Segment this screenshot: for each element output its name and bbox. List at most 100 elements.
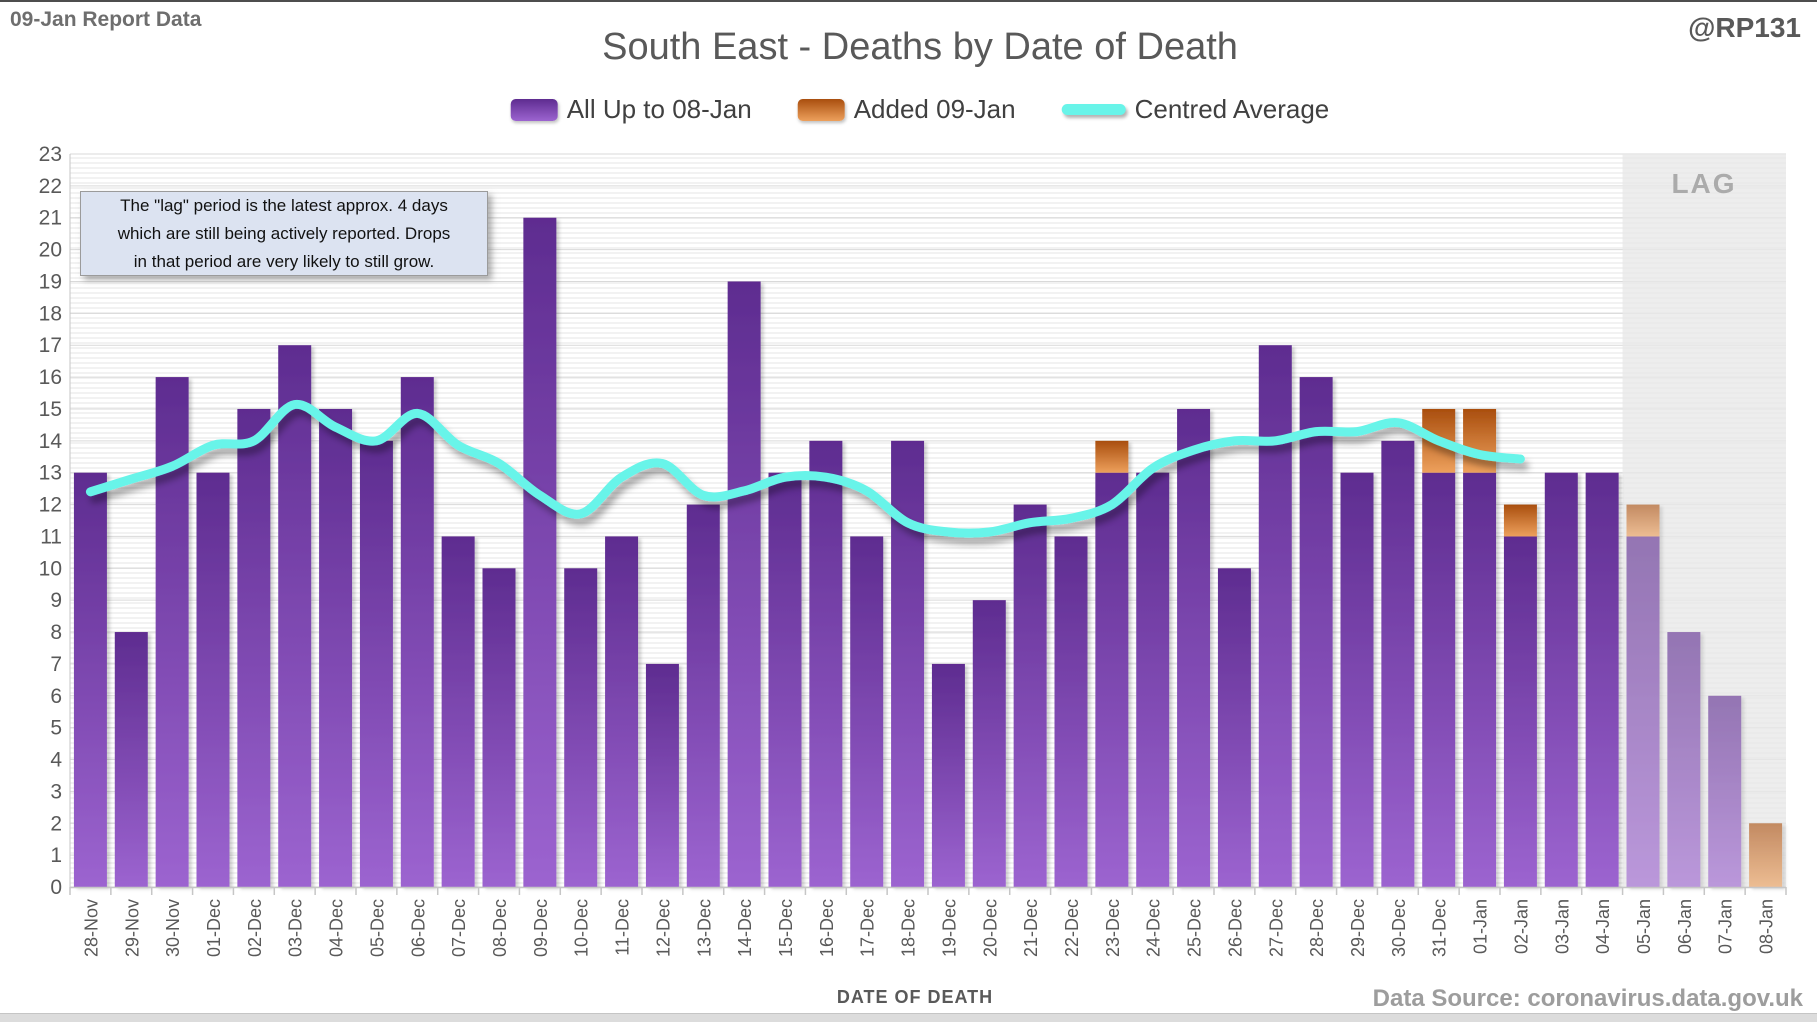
bar-30-Dec (1381, 440, 1415, 887)
bars-layer (73, 217, 1783, 887)
bar-added-02-Jan (1503, 504, 1537, 537)
centred-average-line (85, 399, 1525, 538)
bar-23-Dec (1095, 472, 1129, 887)
cyan-line-swatch-icon (1061, 104, 1126, 115)
y-tick-label-7: 7 (50, 653, 62, 676)
y-tick-label-1: 1 (50, 844, 62, 867)
legend-label: Added 09-Jan (853, 94, 1016, 124)
report-date-label: 09-Jan Report Data (10, 8, 202, 31)
x-tick-label-24-Dec: 24-Dec (1144, 899, 1164, 957)
x-tick-label-03-Dec: 03-Dec (286, 899, 306, 957)
bar-added-23-Dec (1095, 440, 1129, 473)
x-tick-label-12-Dec: 12-Dec (653, 899, 673, 957)
x-tick-label-05-Dec: 05-Dec (367, 899, 387, 957)
legend: All Up to 08-Jan Added 09-Jan Centred Av… (510, 94, 1330, 125)
x-tick-label-25-Dec: 25-Dec (1185, 899, 1205, 957)
purple-bar-swatch-icon (510, 98, 558, 121)
x-tick-label-29-Dec: 29-Dec (1348, 899, 1368, 957)
bar-28-Nov (73, 472, 107, 887)
lag-annotation-box: The "lag" period is the latest approx. 4… (80, 191, 488, 276)
y-tick-label-10: 10 (39, 557, 62, 580)
bar-03-Jan (1544, 472, 1578, 887)
x-tick-label-14-Dec: 14-Dec (735, 899, 755, 957)
legend-item-added: Added 09-Jan (797, 94, 1016, 125)
bar-14-Dec (727, 281, 761, 887)
bar-08-Dec (482, 568, 516, 887)
x-tick-label-27-Dec: 27-Dec (1266, 899, 1286, 957)
annotation-line: which are still being actively reported.… (117, 223, 451, 243)
annotation-line: The "lag" period is the latest approx. 4… (120, 195, 448, 215)
bar-27-Dec (1258, 345, 1292, 887)
x-tick-label-06-Dec: 06-Dec (408, 899, 428, 957)
bar-added-05-Jan (1626, 504, 1660, 537)
bar-29-Dec (1340, 472, 1374, 887)
legend-label: Centred Average (1134, 94, 1330, 124)
x-tick-label-17-Dec: 17-Dec (858, 899, 878, 957)
bar-10-Dec (564, 568, 598, 887)
y-tick-label-3: 3 (50, 780, 62, 803)
bar-25-Dec (1177, 408, 1211, 887)
x-tick-label-18-Dec: 18-Dec (899, 899, 919, 957)
bar-07-Jan (1708, 695, 1742, 887)
bar-15-Dec (768, 472, 802, 887)
chart-title: South East - Deaths by Date of Death (602, 26, 1238, 68)
y-tick-label-21: 21 (39, 207, 62, 230)
x-tick-label-31-Dec: 31-Dec (1430, 899, 1450, 957)
x-tick-label-21-Dec: 21-Dec (1021, 899, 1041, 957)
x-tick-label-01-Jan: 01-Jan (1471, 899, 1491, 954)
x-tick-label-05-Jan: 05-Jan (1634, 899, 1654, 954)
bar-29-Nov (114, 632, 148, 887)
y-tick-label-14: 14 (39, 430, 63, 453)
bar-01-Dec (196, 472, 230, 887)
bar-05-Jan (1626, 536, 1660, 887)
y-tick-label-16: 16 (39, 366, 62, 389)
bar-13-Dec (686, 504, 720, 887)
bar-added-01-Jan (1463, 408, 1497, 473)
bar-05-Dec (359, 440, 393, 887)
bar-26-Dec (1217, 568, 1251, 887)
x-tick-label-02-Dec: 02-Dec (245, 899, 265, 957)
bar-30-Nov (155, 377, 189, 887)
orange-bar-swatch-icon (797, 98, 845, 121)
y-tick-label-22: 22 (39, 175, 62, 198)
x-tick-label-06-Jan: 06-Jan (1675, 899, 1695, 954)
x-tick-label-04-Jan: 04-Jan (1593, 899, 1613, 954)
x-tick-label-28-Dec: 28-Dec (1307, 899, 1327, 957)
y-tick-label-17: 17 (39, 334, 62, 357)
annotation-line: in that period are very likely to still … (133, 251, 435, 271)
lag-region-label: LAG (1671, 168, 1737, 199)
y-tick-label-11: 11 (40, 525, 62, 548)
x-tick-label-30-Dec: 30-Dec (1389, 899, 1409, 957)
x-tick-label-19-Dec: 19-Dec (939, 899, 959, 957)
bar-28-Dec (1299, 377, 1333, 887)
bar-02-Jan (1503, 536, 1537, 887)
x-tick-label-08-Dec: 08-Dec (490, 899, 510, 957)
x-tick-label-08-Jan: 08-Jan (1757, 899, 1777, 954)
x-tick-label-07-Jan: 07-Jan (1716, 899, 1736, 954)
y-tick-label-8: 8 (50, 621, 62, 644)
x-tick-label-16-Dec: 16-Dec (817, 899, 837, 957)
bar-19-Dec (931, 663, 965, 887)
bar-16-Dec (809, 440, 843, 887)
y-tick-label-19: 19 (39, 270, 62, 293)
x-tick-label-01-Dec: 01-Dec (204, 899, 224, 957)
x-tick-label-26-Dec: 26-Dec (1225, 899, 1245, 957)
bar-04-Jan (1585, 472, 1619, 887)
x-tick-label-29-Nov: 29-Nov (122, 899, 142, 957)
bar-03-Dec (278, 345, 312, 887)
bar-04-Dec (319, 408, 353, 887)
y-tick-label-6: 6 (50, 685, 62, 708)
bar-added-08-Jan (1749, 823, 1783, 887)
x-tick-label-20-Dec: 20-Dec (980, 899, 1000, 957)
x-tick-label-22-Dec: 22-Dec (1062, 899, 1082, 957)
x-tick-label-28-Nov: 28-Nov (81, 899, 101, 957)
y-tick-label-4: 4 (50, 749, 62, 772)
bar-21-Dec (1013, 504, 1047, 887)
bar-17-Dec (850, 536, 884, 887)
x-tick-label-10-Dec: 10-Dec (572, 899, 592, 957)
bar-12-Dec (645, 663, 679, 887)
x-tick-label-15-Dec: 15-Dec (776, 899, 796, 957)
y-tick-label-12: 12 (39, 494, 62, 517)
bar-24-Dec (1136, 472, 1170, 887)
